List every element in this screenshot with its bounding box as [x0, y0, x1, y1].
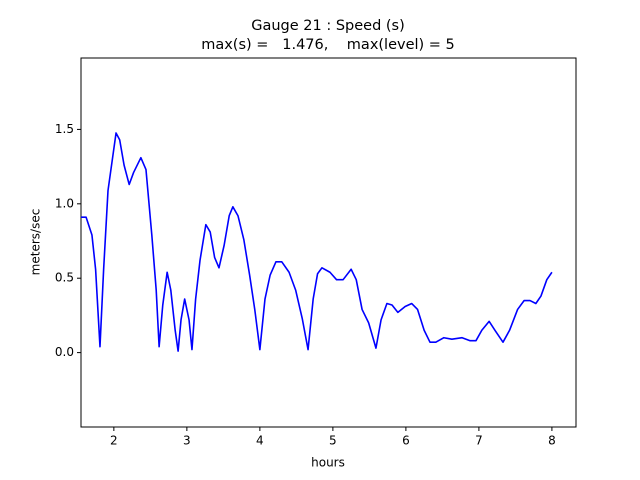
y-tick-label: 1.5 — [55, 122, 74, 136]
y-tick-label: 0.5 — [55, 271, 74, 285]
x-tick-label: 3 — [183, 434, 191, 448]
x-tick-label: 2 — [110, 434, 118, 448]
chart-subtitle: max(s) = 1.476, max(level) = 5 — [201, 37, 455, 53]
plot-frame — [80, 57, 577, 428]
x-axis-label: hours — [311, 456, 345, 470]
data-line — [81, 132, 553, 352]
x-tick-label: 8 — [548, 434, 556, 448]
x-tick-label: 5 — [329, 434, 337, 448]
x-tick-label: 7 — [475, 434, 483, 448]
chart-title: Gauge 21 : Speed (s) — [251, 18, 405, 34]
y-tick-label: 1.0 — [55, 196, 74, 210]
x-tick-label: 6 — [402, 434, 410, 448]
y-axis-label: meters/sec — [29, 209, 43, 276]
y-tick-label: 0.0 — [55, 345, 74, 359]
x-tick-label: 4 — [256, 434, 264, 448]
